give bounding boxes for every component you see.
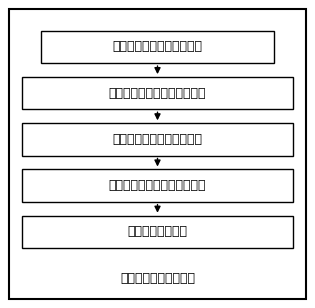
Bar	[22, 169, 293, 202]
Text: 电磁环境监测数据获取模块: 电磁环境监测数据获取模块	[112, 40, 203, 54]
Bar	[41, 31, 274, 63]
Text: 阴影衰落分量估计值确定模块: 阴影衰落分量估计值确定模块	[109, 179, 206, 192]
Text: 路径衰减分量估计值确定模块: 路径衰减分量估计值确定模块	[109, 87, 206, 100]
Bar	[22, 77, 293, 109]
Bar	[22, 216, 293, 248]
Text: 电磁频谱地图构建装置: 电磁频谱地图构建装置	[120, 272, 195, 285]
Text: 估计结果确定模块: 估计结果确定模块	[128, 225, 187, 238]
Text: 残差监测数据位置聚类模块: 残差监测数据位置聚类模块	[112, 133, 203, 146]
Bar	[22, 123, 293, 156]
